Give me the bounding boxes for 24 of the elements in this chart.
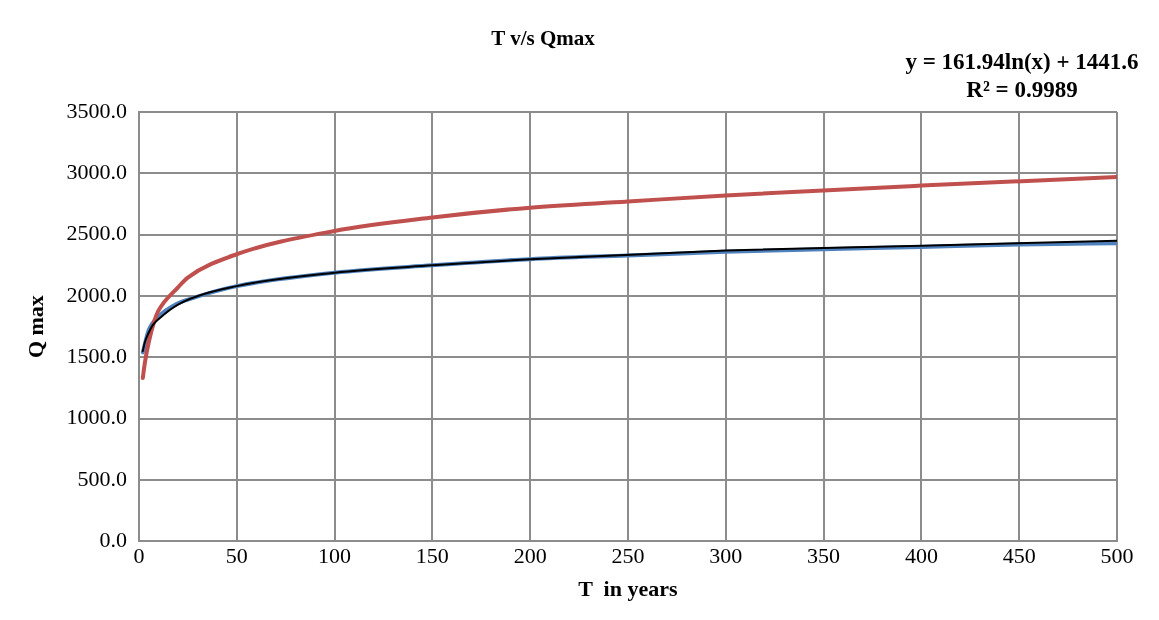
- x-tick-label: 400: [904, 543, 938, 569]
- y-tick-label: 500.0: [77, 465, 127, 491]
- y-tick-label: 2000.0: [66, 281, 127, 307]
- x-tick-label: 300: [709, 543, 743, 569]
- x-tick-label: 0: [133, 543, 145, 569]
- x-tick-label: 350: [807, 543, 841, 569]
- y-tick-label: 1500.0: [66, 343, 127, 369]
- text: R² = 0.9989: [966, 76, 1078, 102]
- x-tick-label: 500: [1100, 543, 1134, 569]
- y-axis-title: Q max: [22, 295, 48, 359]
- x-tick-label: 200: [513, 543, 547, 569]
- chart-title: T v/s Qmax: [491, 26, 596, 51]
- x-tick-label: 250: [611, 543, 645, 569]
- x-tick-label: 100: [318, 543, 352, 569]
- text: y = 161.94ln(x) + 1441.6: [905, 48, 1139, 74]
- x-tick-label: 450: [1002, 543, 1036, 569]
- y-tick-label: 3000.0: [66, 159, 127, 185]
- x-axis-title: T in years: [578, 576, 678, 602]
- y-tick-label: 1000.0: [66, 404, 127, 430]
- y-tick-label: 3500.0: [66, 97, 127, 123]
- x-tick-label: 50: [225, 543, 248, 569]
- y-tick-label: 2500.0: [66, 220, 127, 246]
- y-tick-label: 0.0: [99, 526, 127, 552]
- x-tick-label: 150: [415, 543, 449, 569]
